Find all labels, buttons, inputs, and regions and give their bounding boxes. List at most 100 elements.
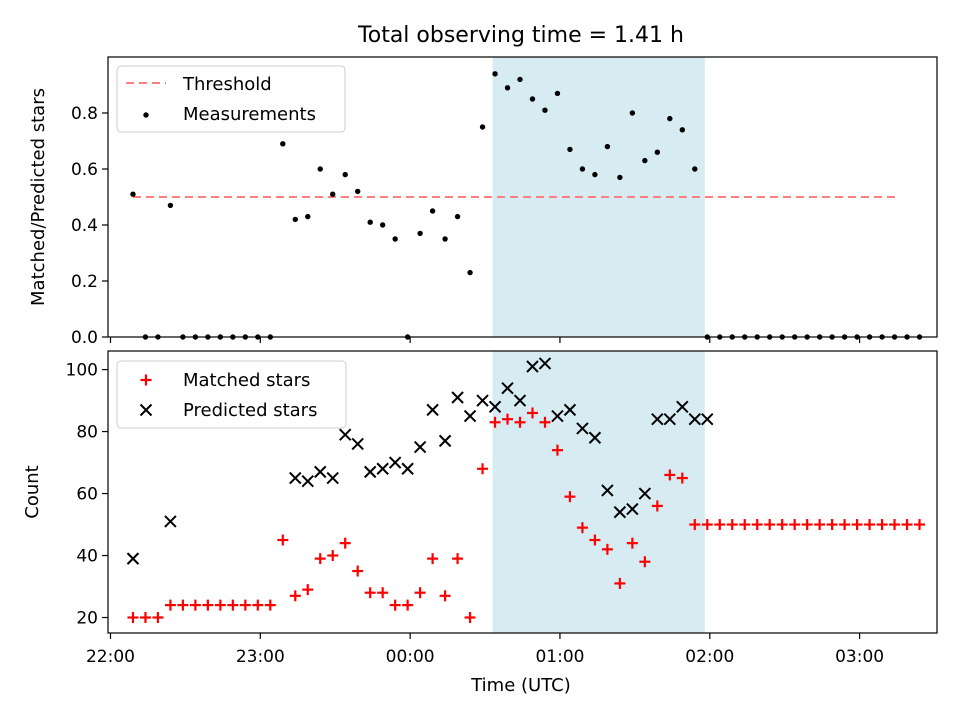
predicted-star-point (588, 431, 602, 444)
measurement-point (679, 127, 686, 133)
x-axis-label: Time (UTC) (470, 675, 571, 696)
measurement-point (317, 166, 323, 172)
predicted-star-point (538, 357, 552, 370)
predicted-star-point (563, 403, 577, 417)
matched-star-point (164, 599, 176, 611)
top-legend: Threshold Measurements (116, 65, 346, 133)
matched-star-point (526, 407, 538, 419)
matched-stars-points (127, 407, 926, 624)
matched-star-point (414, 587, 426, 599)
predicted-star-point (351, 437, 364, 451)
measurement-point (529, 96, 536, 102)
predicted-star-point (463, 409, 477, 423)
matched-star-point (452, 553, 464, 565)
measurement-point (417, 230, 423, 237)
cross-b (164, 515, 177, 528)
measurement-point (467, 269, 473, 276)
matched-star-point (814, 519, 826, 531)
matched-star-point (314, 553, 326, 565)
cross-b (376, 462, 389, 475)
top-panel: 0.00.20.40.60.8 Matched/Predicted stars … (28, 56, 938, 348)
bottom-y-tick-label: 100 (66, 361, 98, 381)
matched-star-point (551, 444, 563, 456)
matched-star-point (402, 599, 414, 611)
cross-b (139, 403, 153, 417)
x-tick-label: 02:00 (685, 647, 734, 667)
predicted-star-point (289, 471, 302, 485)
matched-star-point (127, 612, 139, 624)
predicted-star-point (688, 412, 701, 426)
measurement-point (280, 141, 286, 147)
matched-star-point (277, 534, 289, 546)
matched-star-point (739, 519, 751, 531)
x-tick-label: 03:00 (835, 647, 884, 667)
matched-star-point (139, 612, 151, 624)
measurement-point (130, 191, 136, 197)
cross-b (438, 434, 452, 448)
cross-b (576, 422, 589, 435)
measurement-point (330, 191, 336, 197)
cross-b (701, 412, 714, 426)
x-tick-label: 00:00 (386, 647, 435, 667)
matched-star-point (751, 519, 763, 531)
measurement-point (392, 236, 398, 242)
matched-star-point (389, 599, 401, 611)
measurement-point (554, 90, 561, 97)
matched-star-point (576, 522, 588, 534)
cross-b (388, 456, 402, 469)
top-y-axis: 0.0 0.2 0.4 0.6 0.8 (71, 104, 108, 348)
predicted-star-point (488, 400, 502, 413)
cross-b (601, 484, 614, 497)
cross-b (538, 357, 552, 370)
predicted-star-point (164, 515, 177, 528)
predicted-star-point (526, 360, 539, 373)
cross-b (451, 391, 464, 404)
predicted-star-point (401, 462, 414, 475)
legend-measurements-swatch (143, 112, 149, 118)
matched-star-point (177, 599, 189, 611)
top-axes-frame (107, 56, 938, 338)
predicted-star-point (601, 484, 614, 497)
cross-b (513, 394, 527, 407)
measurements-points (130, 71, 923, 340)
matched-star-point (564, 491, 576, 503)
matched-star-point (152, 612, 164, 624)
predicted-star-point (451, 391, 464, 404)
matched-star-point (601, 543, 613, 555)
matched-star-point (189, 599, 201, 611)
matched-star-point (327, 550, 339, 562)
bottom-axes-frame (107, 350, 938, 634)
cross-b (588, 431, 602, 444)
matched-star-point (776, 519, 788, 531)
predicted-star-point (551, 409, 564, 423)
matched-star-point (352, 565, 364, 577)
bottom-y-axis-label: Count (22, 465, 43, 518)
bottom-y-tick-label: 60 (76, 485, 98, 505)
matched-star-point (664, 469, 676, 481)
measurement-point (567, 146, 573, 153)
legend-predicted-label: Predicted stars (183, 400, 317, 421)
matched-star-point (589, 534, 601, 546)
matched-star-point (427, 553, 439, 565)
predicted-star-point (638, 487, 652, 500)
matched-star-point (202, 599, 214, 611)
cross-b (314, 465, 327, 479)
measurement-point (629, 110, 636, 116)
cross-b (626, 502, 639, 516)
measurement-point (592, 171, 598, 178)
measurement-point (667, 115, 673, 122)
top-x-ticks (109, 337, 861, 343)
predicted-star-point (339, 428, 352, 441)
predicted-star-point (426, 403, 439, 417)
matched-star-point (227, 599, 239, 611)
predicted-star-point (388, 456, 402, 469)
cross-b (638, 487, 652, 500)
measurement-point (429, 208, 436, 214)
predicted-star-point (476, 394, 489, 407)
matched-star-point (889, 519, 901, 531)
matched-star-point (302, 584, 314, 596)
measurement-point (492, 71, 498, 77)
cross-b (351, 437, 364, 451)
cross-b (289, 471, 302, 485)
measurement-point (504, 85, 511, 91)
